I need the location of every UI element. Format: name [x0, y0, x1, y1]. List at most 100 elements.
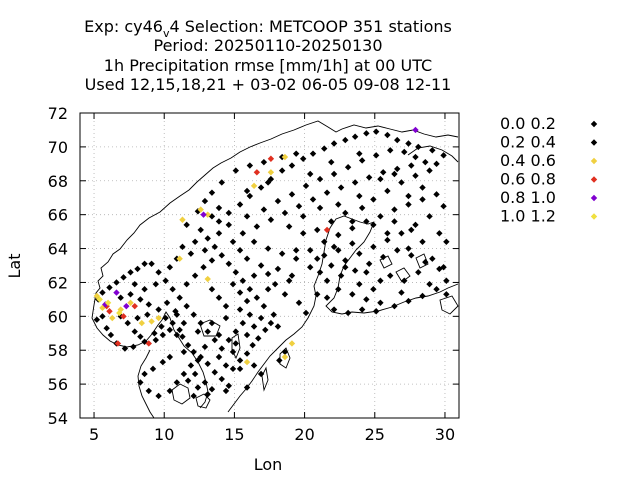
- station-point: [433, 160, 440, 168]
- legend-label: 0.0 0.2: [500, 114, 556, 133]
- station-point: [148, 260, 155, 268]
- station-point: [204, 360, 211, 367]
- station-point: [422, 258, 429, 266]
- station-point: [358, 204, 366, 212]
- station-point: [342, 136, 349, 144]
- station-point: [292, 247, 300, 254]
- x-tick-label: 10: [154, 425, 174, 444]
- station-point: [429, 147, 436, 154]
- station-point: [243, 331, 251, 339]
- station-point: [191, 238, 199, 245]
- station-point: [197, 226, 204, 234]
- station-point: [176, 255, 183, 262]
- station-point: [236, 247, 244, 254]
- station-point: [211, 336, 218, 344]
- station-point: [117, 294, 124, 301]
- station-point: [222, 314, 230, 322]
- station-point: [229, 238, 237, 245]
- station-point: [337, 272, 345, 279]
- lake-vanern: [199, 319, 221, 337]
- station-point: [173, 331, 181, 339]
- station-point: [120, 274, 127, 281]
- legend: 0.0 0.20.2 0.40.4 0.60.6 0.80.8 1.01.0 1…: [500, 114, 598, 226]
- x-axis-ticks: 5 10 15 20 25 30: [89, 113, 455, 444]
- station-point: [99, 313, 106, 320]
- station-point: [173, 311, 181, 318]
- station-point: [222, 362, 230, 369]
- station-point: [330, 170, 338, 178]
- station-point: [285, 277, 293, 284]
- station-point: [250, 238, 258, 245]
- station-point: [398, 230, 405, 237]
- station-point: [200, 263, 207, 271]
- station-point: [260, 158, 268, 166]
- station-point: [116, 309, 123, 317]
- station-point: [384, 236, 391, 244]
- station-point: [363, 296, 370, 303]
- plot-frame: [79, 112, 460, 419]
- station-point: [391, 170, 398, 178]
- station-point: [330, 243, 338, 251]
- kola-coast: [407, 145, 459, 163]
- station-point: [344, 309, 352, 317]
- station-point: [243, 213, 251, 220]
- station-point: [204, 235, 211, 242]
- station-point: [194, 328, 202, 335]
- station-point: [405, 297, 412, 305]
- station-point: [123, 302, 130, 310]
- title-line-1: Exp: cy46v4 Selection: METCOOP 351 stati…: [84, 17, 452, 40]
- station-point: [232, 340, 240, 347]
- station-point: [215, 218, 223, 225]
- station-point: [131, 328, 138, 335]
- station-point: [201, 247, 209, 254]
- station-point: [215, 353, 223, 361]
- station-point: [443, 277, 450, 284]
- y-axis-label: Lat: [5, 254, 24, 279]
- norway-south-coast: [91, 304, 163, 348]
- station-point: [190, 311, 197, 318]
- station-point: [274, 197, 282, 205]
- station-point: [276, 357, 283, 364]
- station-point: [405, 201, 412, 208]
- station-point: [179, 333, 186, 340]
- station-point: [335, 247, 342, 254]
- station-point: [349, 291, 356, 298]
- station-point: [197, 319, 204, 327]
- station-point: [365, 260, 373, 268]
- station-point: [309, 196, 317, 203]
- x-tick-label: 5: [89, 425, 99, 444]
- station-point: [415, 143, 422, 151]
- station-point: [257, 370, 265, 378]
- y-tick-label: 58: [48, 341, 68, 360]
- station-point: [141, 286, 148, 293]
- x-tick-label: 15: [224, 425, 244, 444]
- station-point: [401, 277, 408, 284]
- station-point: [152, 336, 159, 344]
- station-point: [113, 289, 120, 296]
- station-point: [222, 387, 230, 395]
- station-point: [295, 202, 303, 210]
- station-point: [342, 263, 349, 271]
- lake-ladoga: [439, 295, 459, 315]
- legend-marker: [590, 157, 598, 165]
- station-point: [356, 150, 363, 157]
- station-point: [208, 385, 216, 393]
- station-point: [370, 286, 377, 293]
- station-point: [349, 225, 356, 232]
- station-point: [391, 218, 398, 225]
- station-point: [405, 192, 412, 200]
- station-point: [358, 157, 366, 164]
- station-point: [218, 375, 225, 383]
- station-point: [180, 370, 188, 378]
- station-point: [239, 230, 247, 237]
- station-point: [384, 187, 391, 195]
- station-point: [401, 148, 408, 156]
- station-point: [162, 277, 169, 284]
- station-point: [408, 162, 415, 169]
- station-point: [307, 170, 314, 178]
- station-point: [225, 221, 232, 229]
- station-point: [372, 308, 380, 315]
- station-point: [356, 280, 363, 288]
- station-point: [246, 311, 254, 318]
